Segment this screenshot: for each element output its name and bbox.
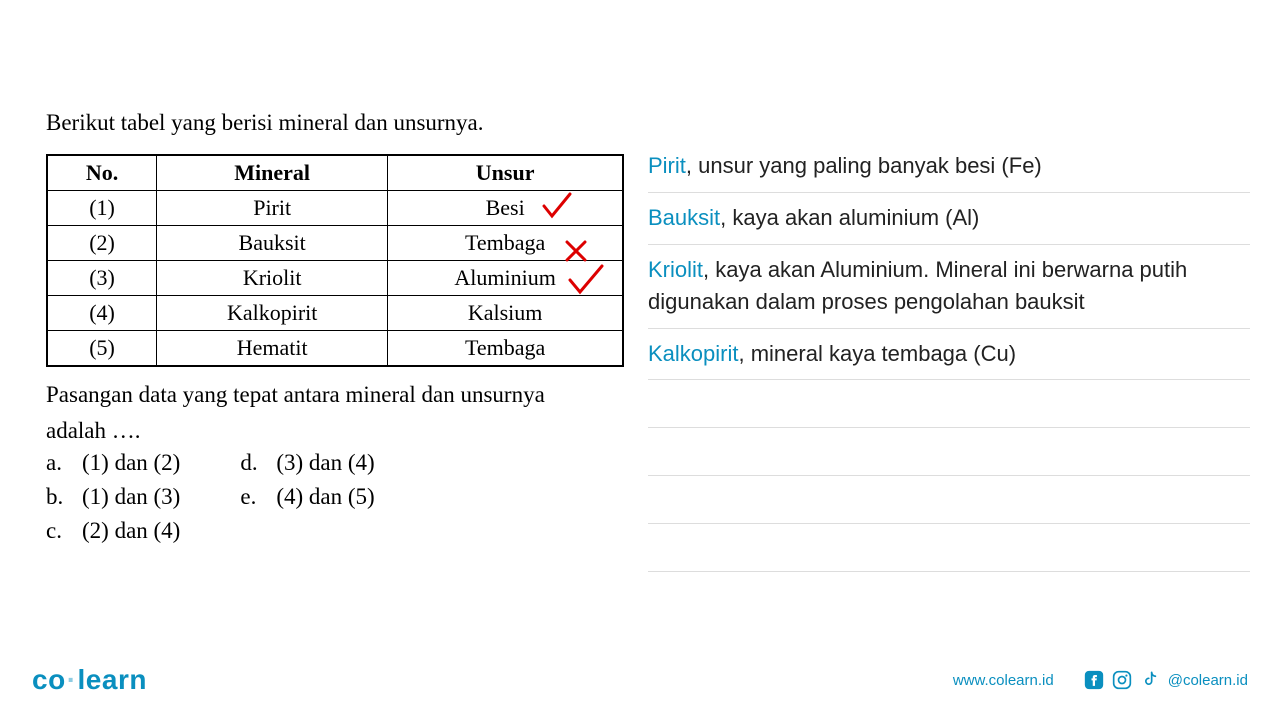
cell-mineral: Hematit (157, 331, 388, 367)
instagram-icon[interactable] (1112, 670, 1132, 690)
question-panel: Berikut tabel yang berisi mineral dan un… (46, 110, 624, 572)
cell-no: (4) (47, 296, 157, 331)
table-row: (3) Kriolit Aluminium (47, 261, 623, 296)
table-row: (4) Kalkopirit Kalsium (47, 296, 623, 331)
option-text: (1) dan (3) (82, 484, 180, 510)
table-row: (1) Pirit Besi (47, 191, 623, 226)
social-links: @colearn.id (1084, 670, 1248, 690)
note-rest: , mineral kaya tembaga (Cu) (738, 341, 1016, 366)
table-row: (5) Hematit Tembaga (47, 331, 623, 367)
blank-rule (648, 524, 1250, 572)
prompt-text: Berikut tabel yang berisi mineral dan un… (46, 110, 624, 136)
note-line: Bauksit, kaya akan aluminium (Al) (648, 193, 1250, 245)
logo-part-a: co (32, 664, 66, 695)
logo: co·learn (32, 664, 147, 696)
note-line: Kriolit, kaya akan Aluminium. Mineral in… (648, 245, 1250, 329)
option-text: (3) dan (4) (276, 450, 374, 476)
question-text: Pasangan data yang tepat antara mineral … (46, 377, 624, 448)
q-line1: Pasangan data yang tepat antara mineral … (46, 382, 545, 407)
cell-unsur: Tembaga (388, 226, 623, 261)
blank-rule (648, 428, 1250, 476)
option-text: (4) dan (5) (276, 484, 374, 510)
cell-unsur: Tembaga (388, 331, 623, 367)
note-highlight: Kalkopirit (648, 341, 738, 366)
cell-mineral: Bauksit (157, 226, 388, 261)
tiktok-icon[interactable] (1140, 670, 1160, 690)
option-e[interactable]: e. (4) dan (5) (240, 484, 374, 510)
cell-no: (2) (47, 226, 157, 261)
option-key: e. (240, 484, 276, 510)
footer: co·learn www.colearn.id @colearn.id (0, 664, 1280, 696)
option-d[interactable]: d. (3) dan (4) (240, 450, 374, 476)
note-highlight: Bauksit (648, 205, 720, 230)
note-line: Pirit, unsur yang paling banyak besi (Fe… (648, 150, 1250, 193)
th-unsur: Unsur (388, 155, 623, 191)
option-key: d. (240, 450, 276, 476)
note-rest: , kaya akan aluminium (Al) (720, 205, 979, 230)
site-url[interactable]: www.colearn.id (953, 672, 1054, 689)
notes-panel: Pirit, unsur yang paling banyak besi (Fe… (648, 110, 1250, 572)
cell-mineral: Kriolit (157, 261, 388, 296)
option-key: c. (46, 518, 82, 544)
cell-no: (3) (47, 261, 157, 296)
option-key: b. (46, 484, 82, 510)
facebook-icon[interactable] (1084, 670, 1104, 690)
cell-unsur: Besi (388, 191, 623, 226)
note-highlight: Pirit (648, 153, 686, 178)
option-key: a. (46, 450, 82, 476)
cell-no: (5) (47, 331, 157, 367)
th-mineral: Mineral (157, 155, 388, 191)
th-no: No. (47, 155, 157, 191)
option-a[interactable]: a. (1) dan (2) (46, 450, 180, 476)
note-rest: , kaya akan Aluminium. Mineral ini berwa… (648, 257, 1187, 314)
option-text: (2) dan (4) (82, 518, 180, 544)
table-row: (2) Bauksit Tembaga (47, 226, 623, 261)
cell-mineral: Pirit (157, 191, 388, 226)
blank-rule (648, 476, 1250, 524)
cell-unsur: Kalsium (388, 296, 623, 331)
option-text: (1) dan (2) (82, 450, 180, 476)
note-line: Kalkopirit, mineral kaya tembaga (Cu) (648, 329, 1250, 381)
option-b[interactable]: b. (1) dan (3) (46, 484, 180, 510)
logo-part-b: learn (78, 664, 147, 695)
cell-no: (1) (47, 191, 157, 226)
social-handle[interactable]: @colearn.id (1168, 672, 1248, 689)
blank-rule (648, 380, 1250, 428)
note-highlight: Kriolit (648, 257, 703, 282)
note-rest: , unsur yang paling banyak besi (Fe) (686, 153, 1042, 178)
answer-options: a. (1) dan (2) b. (1) dan (3) c. (2) dan… (46, 450, 624, 544)
cell-unsur: Aluminium (388, 261, 623, 296)
mineral-table: No. Mineral Unsur (1) Pirit Besi (2) Bau… (46, 154, 624, 367)
cell-mineral: Kalkopirit (157, 296, 388, 331)
q-line2: adalah …. (46, 418, 141, 443)
option-c[interactable]: c. (2) dan (4) (46, 518, 180, 544)
